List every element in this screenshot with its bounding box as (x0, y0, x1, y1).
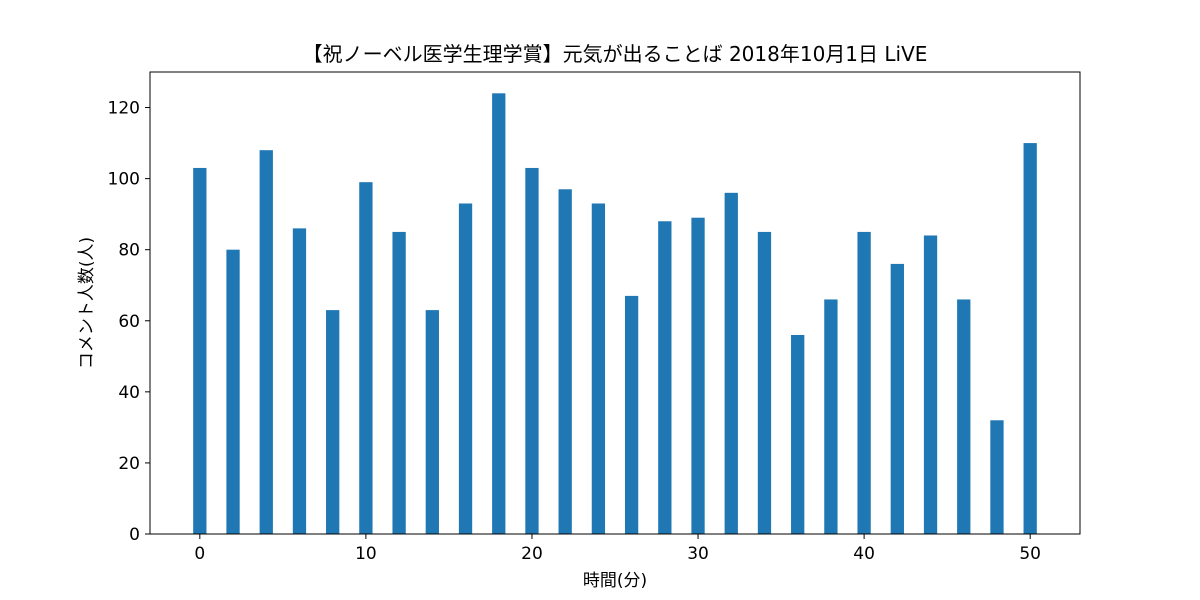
y-axis-label: コメント人数(人) (77, 237, 97, 369)
bar-38 (824, 299, 838, 534)
bar-28 (658, 221, 672, 534)
bar-22 (558, 189, 572, 534)
bar-50 (1023, 143, 1037, 534)
x-tick-label-40: 40 (853, 544, 875, 564)
bar-48 (990, 420, 1004, 534)
bar-20 (525, 167, 539, 534)
bar-6 (292, 228, 307, 534)
x-tick-label-0: 0 (194, 544, 205, 564)
bars-group (193, 93, 1037, 535)
bar-24 (591, 203, 606, 535)
bar-4 (259, 150, 273, 534)
bar-18 (492, 93, 506, 534)
chart-title: 【祝ノーベル医学生理学賞】元気が出ることば 2018年10月1日 LiVE (303, 42, 928, 66)
y-tick-label-40: 40 (118, 383, 140, 403)
bar-10 (359, 182, 373, 535)
y-tick-label-120: 120 (108, 99, 140, 119)
bar-34 (757, 231, 772, 535)
y-tick-label-0: 0 (129, 525, 140, 545)
bar-40 (857, 231, 871, 535)
x-tick-label-50: 50 (1019, 544, 1041, 564)
plot-frame (149, 71, 1081, 535)
x-tick-label-10: 10 (355, 544, 377, 564)
bar-16 (458, 203, 473, 535)
bar-46 (957, 299, 971, 534)
y-axis: 0 20 40 60 80 100 120 (108, 99, 150, 545)
y-tick-label-100: 100 (108, 170, 140, 190)
x-axis: 0 10 20 30 40 50 (194, 534, 1041, 564)
x-axis-label: 時間(分) (583, 571, 647, 591)
x-tick-label-30: 30 (687, 544, 709, 564)
y-tick-label-80: 80 (118, 241, 140, 261)
bar-14 (425, 310, 439, 534)
bar-44 (923, 235, 938, 535)
y-tick-label-20: 20 (118, 454, 140, 474)
bar-32 (724, 192, 738, 534)
bar-30 (691, 217, 705, 534)
y-tick-label-60: 60 (118, 312, 140, 332)
bar-36 (791, 334, 805, 534)
bar-2 (226, 249, 240, 534)
bar-42 (890, 263, 904, 534)
bar-0 (193, 167, 207, 534)
bar-26 (624, 295, 639, 534)
bar-12 (392, 231, 406, 535)
bar-8 (326, 310, 340, 534)
x-tick-label-20: 20 (521, 544, 543, 564)
